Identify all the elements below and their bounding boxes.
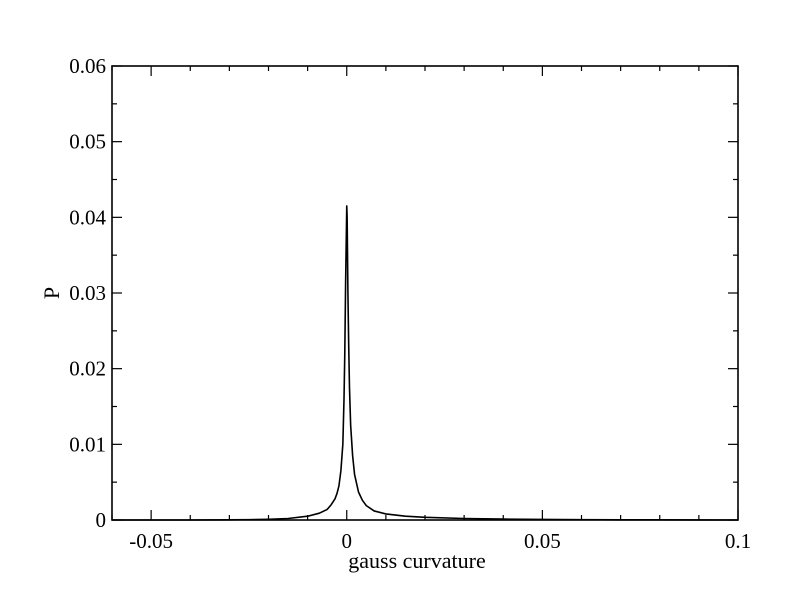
series-line — [112, 205, 739, 521]
y-tick-label: 0.04 — [69, 205, 106, 229]
series-layer — [112, 205, 739, 521]
y-tick-label: 0 — [96, 508, 107, 532]
y-tick-label: 0.06 — [69, 54, 106, 78]
y-tick-label: 0.05 — [69, 130, 106, 154]
x-tick-label: 0.05 — [524, 529, 561, 553]
y-tick-label: 0.03 — [69, 281, 106, 305]
x-tick-label: 0.1 — [725, 529, 751, 553]
labels-layer: -0.05 0 0.05 0.1 0 0.01 0.02 0.03 0.04 0.05 0.06 — [69, 54, 751, 553]
x-tick-label: 0 — [342, 529, 353, 553]
y-tick-label: 0.02 — [69, 357, 106, 381]
x-axis-label: gauss curvature — [348, 548, 485, 573]
x-tick-label: -0.05 — [129, 529, 173, 553]
plot-frame — [111, 65, 739, 521]
y-tick-label: 0.01 — [69, 432, 106, 456]
y-axis-label: P — [39, 287, 64, 299]
